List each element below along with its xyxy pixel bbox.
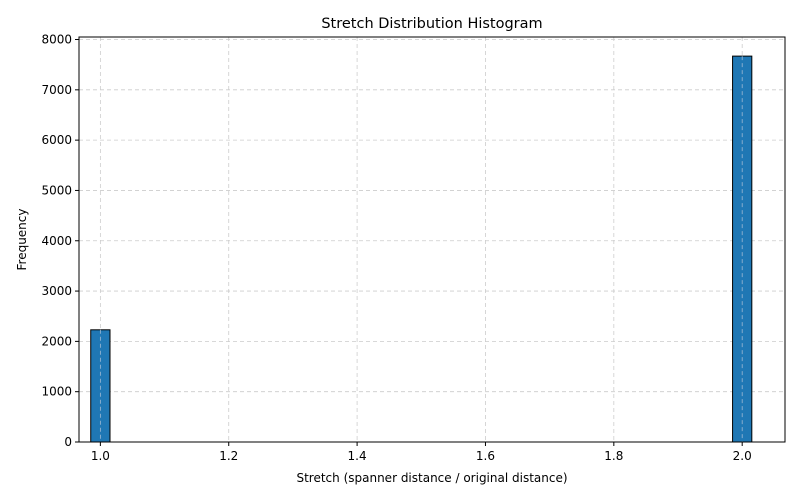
y-axis-ticks: 0 1000 2000 3000 4000 5000 6000 7000 8000 <box>41 33 79 449</box>
y-tick-label: 6000 <box>41 133 72 147</box>
y-tick-label: 2000 <box>41 334 72 348</box>
y-tick-label: 8000 <box>41 33 72 47</box>
y-tick-label: 5000 <box>41 183 72 197</box>
plot-frame <box>78 36 786 443</box>
x-tick-label: 1.0 <box>91 449 110 463</box>
x-tick-label: 1.4 <box>348 449 367 463</box>
x-tick-label: 1.6 <box>476 449 495 463</box>
y-tick-label: 7000 <box>41 83 72 97</box>
chart-title: Stretch Distribution Histogram <box>321 16 542 32</box>
y-tick-label: 1000 <box>41 385 72 399</box>
grid-lines-overlay <box>99 56 743 442</box>
y-tick-label: 4000 <box>41 234 72 248</box>
y-tick-label: 3000 <box>41 284 72 298</box>
y-tick-label: 0 <box>64 435 72 449</box>
x-tick-label: 1.8 <box>604 449 623 463</box>
y-axis-label: Frequency <box>15 209 29 271</box>
x-tick-label: 1.2 <box>219 449 238 463</box>
x-tick-label: 2.0 <box>733 449 752 463</box>
x-axis-label: Stretch (spanner distance / original dis… <box>296 471 567 485</box>
x-axis-ticks: 1.0 1.2 1.4 1.6 1.8 2.0 <box>91 442 752 463</box>
